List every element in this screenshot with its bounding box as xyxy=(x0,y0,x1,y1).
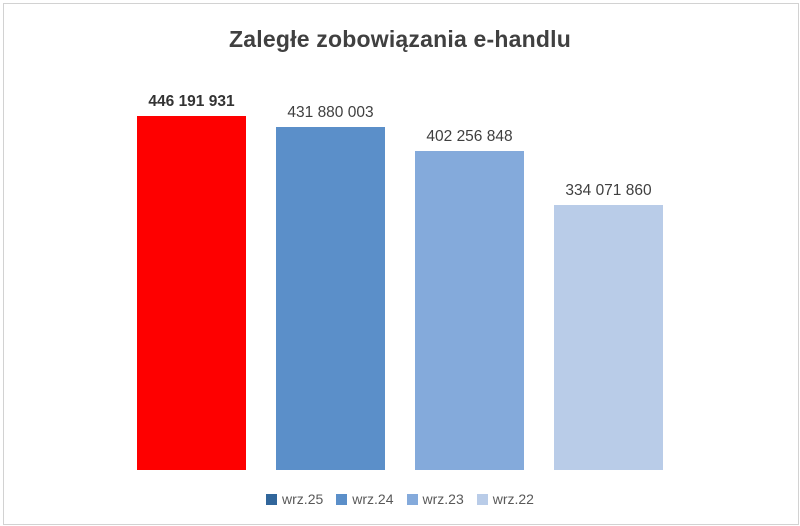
legend-label-wrz24: wrz.24 xyxy=(352,491,394,507)
legend-label-wrz22: wrz.22 xyxy=(492,491,534,507)
legend: wrz.25 wrz.24 wrz.23 wrz.22 xyxy=(0,492,800,506)
legend-swatch-wrz24 xyxy=(336,493,348,505)
legend-swatch-wrz22 xyxy=(476,493,488,505)
plot-area: 446 191 931 431 880 003 402 256 848 334 … xyxy=(137,93,663,470)
bar-wrz25: 446 191 931 xyxy=(137,93,246,470)
chart-title: Zaległe zobowiązania e-handlu xyxy=(229,26,571,52)
bar-value-label-wrz24: 431 880 003 xyxy=(287,104,374,121)
legend-swatch-wrz23 xyxy=(406,493,418,505)
legend-item-wrz25: wrz.25 xyxy=(266,492,323,506)
legend-item-wrz24: wrz.24 xyxy=(336,491,394,507)
legend-swatch-wrz25 xyxy=(266,493,278,505)
legend-label-wrz25: wrz.25 xyxy=(282,491,324,507)
legend-item-wrz23: wrz.23 xyxy=(406,491,464,507)
bar-value-label-wrz25: 446 191 931 xyxy=(148,93,235,110)
bar-value-label-wrz23: 402 256 848 xyxy=(426,128,513,145)
bar-wrz22: 334 071 860 xyxy=(554,182,663,470)
legend-label-wrz23: wrz.23 xyxy=(422,491,464,507)
bar-value-label-wrz22: 334 071 860 xyxy=(565,182,652,199)
legend-item-wrz22: wrz.22 xyxy=(476,491,534,507)
bar-wrz23: 402 256 848 xyxy=(415,128,524,470)
bar-wrz24: 431 880 003 xyxy=(276,104,385,470)
